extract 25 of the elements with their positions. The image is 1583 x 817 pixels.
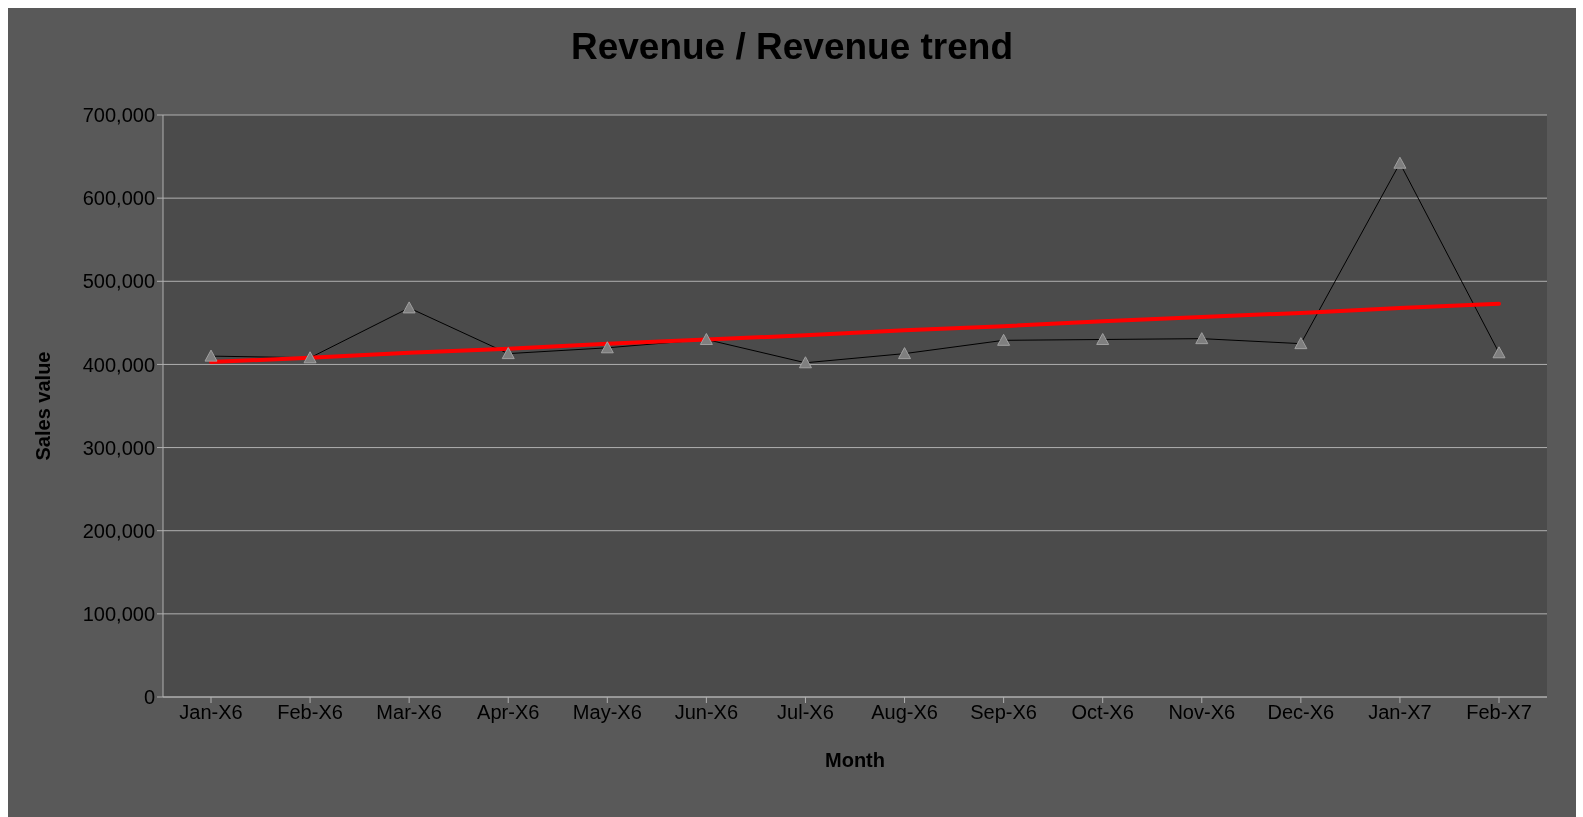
- x-tick-label: Jul-X6: [777, 701, 834, 724]
- x-tick-label: Dec-X6: [1267, 701, 1335, 724]
- y-tick-label: 100,000: [82, 602, 155, 625]
- x-tick-label: Aug-X6: [871, 701, 938, 724]
- x-axis-title: Month: [825, 749, 885, 771]
- x-tick-label: Nov-X6: [1168, 701, 1236, 724]
- y-tick-label: 300,000: [82, 436, 155, 459]
- chart-title: Revenue / Revenue trend: [569, 26, 1015, 68]
- x-tick-label: Jan-X7: [1368, 701, 1432, 724]
- x-tick-label: Mar-X6: [376, 701, 442, 724]
- y-axis-title: Sales value: [32, 351, 55, 461]
- y-tick-label: 0: [143, 686, 155, 709]
- y-tick-label: 500,000: [82, 270, 155, 293]
- x-tick-label: Oct-X6: [1071, 701, 1134, 724]
- x-tick-label: Jun-X6: [674, 701, 739, 724]
- x-tick-label: Apr-X6: [477, 701, 540, 724]
- x-tick-label: Feb-X6: [277, 701, 343, 724]
- y-tick-label: 700,000: [82, 104, 155, 127]
- y-tick-label: 600,000: [82, 187, 155, 210]
- x-tick-label: Sep-X6: [970, 701, 1037, 724]
- x-tick-label: Feb-X7: [1466, 701, 1532, 724]
- y-tick-label: 400,000: [82, 353, 155, 376]
- y-tick-label: 200,000: [82, 519, 155, 542]
- x-tick-label: May-X6: [572, 701, 642, 724]
- x-tick-label: Jan-X6: [179, 701, 243, 724]
